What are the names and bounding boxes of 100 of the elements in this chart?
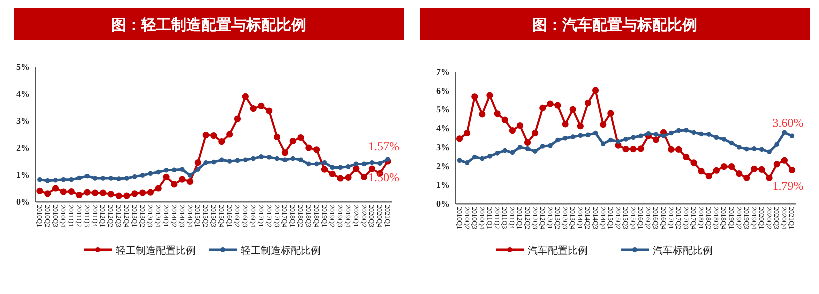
point: [706, 132, 712, 138]
point: [661, 134, 666, 139]
point: [108, 191, 114, 198]
point: [298, 158, 304, 163]
point: [210, 132, 218, 140]
point: [290, 156, 296, 162]
point: [751, 166, 758, 172]
y-tick-label: 2%: [436, 161, 450, 172]
point: [782, 130, 788, 136]
point: [577, 123, 584, 130]
point: [314, 162, 320, 167]
point: [652, 136, 660, 144]
point: [698, 168, 705, 175]
point: [140, 190, 146, 196]
point: [251, 156, 256, 162]
point: [100, 176, 106, 181]
point: [600, 122, 607, 128]
point: [516, 122, 524, 130]
point: [306, 162, 312, 167]
point: [282, 158, 288, 163]
point: [736, 170, 743, 178]
point: [354, 162, 359, 167]
point: [722, 137, 727, 142]
point: [250, 106, 257, 112]
y-tick-label: 5%: [436, 104, 450, 115]
legend-label: 轻工制造配置比例: [116, 245, 196, 257]
point: [85, 174, 90, 179]
y-tick-label: 0%: [436, 199, 450, 209]
point: [172, 168, 177, 173]
point: [563, 136, 568, 141]
point: [532, 149, 538, 154]
data-label: 1.50%: [368, 170, 400, 184]
point: [744, 146, 750, 152]
point: [108, 176, 114, 181]
point: [242, 93, 249, 100]
point: [760, 147, 764, 152]
point: [562, 121, 569, 128]
point: [690, 160, 698, 166]
point: [525, 146, 530, 152]
point: [147, 189, 154, 196]
y-tick-label: 6%: [436, 86, 450, 96]
point: [329, 170, 336, 178]
point: [45, 178, 50, 184]
point: [330, 165, 336, 170]
point: [345, 174, 352, 181]
point: [321, 166, 328, 173]
point: [668, 130, 674, 136]
point: [36, 188, 44, 194]
point: [69, 177, 74, 182]
point: [140, 173, 146, 178]
point: [586, 132, 591, 138]
point: [132, 190, 138, 198]
point: [502, 148, 508, 154]
point: [774, 161, 780, 168]
point: [570, 106, 576, 114]
point: [752, 146, 757, 152]
point: [638, 134, 644, 139]
point: [100, 190, 107, 196]
point: [509, 128, 516, 134]
point: [227, 159, 232, 164]
point: [68, 188, 75, 196]
point: [766, 174, 773, 182]
point: [92, 176, 98, 181]
point: [676, 146, 682, 153]
point: [362, 162, 367, 167]
point: [518, 145, 523, 150]
point: [540, 144, 546, 149]
point: [646, 131, 652, 136]
point: [368, 166, 376, 172]
point: [274, 134, 281, 140]
legend-label: 轻工制造标配比例: [241, 245, 321, 257]
point: [386, 157, 390, 162]
point: [540, 104, 546, 112]
point: [290, 138, 296, 145]
point: [132, 174, 138, 180]
point: [60, 188, 67, 196]
data-label: 3.60%: [772, 116, 804, 130]
point: [188, 173, 193, 178]
point: [171, 181, 178, 188]
point: [638, 146, 644, 152]
point: [314, 146, 320, 154]
point: [654, 132, 659, 138]
point: [186, 178, 194, 186]
point: [676, 128, 682, 134]
point: [758, 166, 766, 173]
point: [592, 87, 600, 94]
point: [163, 174, 170, 180]
point: [218, 138, 226, 146]
point: [234, 116, 242, 122]
point: [378, 161, 383, 166]
point: [744, 174, 750, 182]
point: [194, 160, 202, 166]
point: [148, 171, 154, 176]
point: [92, 190, 99, 196]
point: [220, 158, 224, 163]
chart-title: 图：汽车配置与标配比例: [532, 16, 698, 34]
point: [457, 158, 462, 164]
point: [699, 132, 704, 137]
point: [226, 131, 234, 138]
y-tick-label: 5%: [16, 62, 30, 72]
